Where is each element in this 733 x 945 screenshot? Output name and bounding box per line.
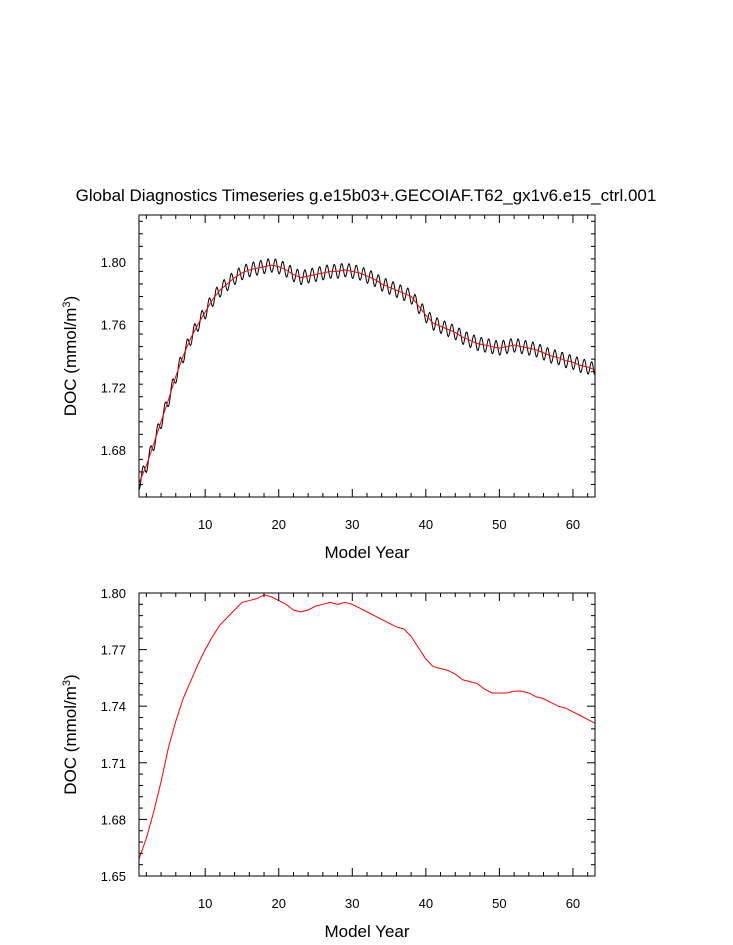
x-tick-label: 50 <box>492 896 506 911</box>
series-line-annual-mean <box>139 594 595 860</box>
plot-frame <box>138 214 596 498</box>
y-tick-label: 1.74 <box>101 699 126 714</box>
y-tick-label: 1.80 <box>101 255 126 270</box>
plot-frame <box>138 592 596 877</box>
y-axis-title: DOC (mmol/m3) <box>61 296 80 416</box>
x-tick-label: 20 <box>272 517 286 532</box>
x-tick-label: 10 <box>198 517 212 532</box>
top-panel: 10 20 30 40 50 60 1.68 1.72 1.76 1.80 Model Year DO… <box>61 214 596 562</box>
x-tick-label: 60 <box>566 896 580 911</box>
y-tick-label: 1.68 <box>101 443 126 458</box>
y-tick-label: 1.76 <box>101 318 126 333</box>
chart-title: Global Diagnostics Timeseries g.e15b03+.… <box>76 186 657 205</box>
y-tick-label: 1.80 <box>101 586 126 601</box>
y-tick-label: 1.77 <box>101 643 126 658</box>
y-tick-label: 1.68 <box>101 812 126 827</box>
x-tick-label: 30 <box>345 896 359 911</box>
x-tick-label: 10 <box>198 896 212 911</box>
y-tick-label: 1.65 <box>101 869 126 884</box>
x-tick-label: 40 <box>419 517 433 532</box>
y-axis-title: DOC (mmol/m3) <box>61 674 80 794</box>
x-tick-label: 40 <box>419 896 433 911</box>
y-tick-label: 1.71 <box>101 756 126 771</box>
x-tick-label: 50 <box>492 517 506 532</box>
x-axis-title: Model Year <box>324 922 409 941</box>
bottom-panel: 10 20 30 40 50 60 1.65 1.68 1.71 1.74 1.77 1.80 Mode… <box>61 586 596 941</box>
series-line-annual-mean <box>139 264 595 484</box>
x-tick-label: 60 <box>566 517 580 532</box>
x-axis-title: Model Year <box>324 543 409 562</box>
y-tick-label: 1.72 <box>101 380 126 395</box>
series-line-monthly <box>139 258 595 490</box>
x-tick-label: 30 <box>345 517 359 532</box>
x-tick-label: 20 <box>272 896 286 911</box>
